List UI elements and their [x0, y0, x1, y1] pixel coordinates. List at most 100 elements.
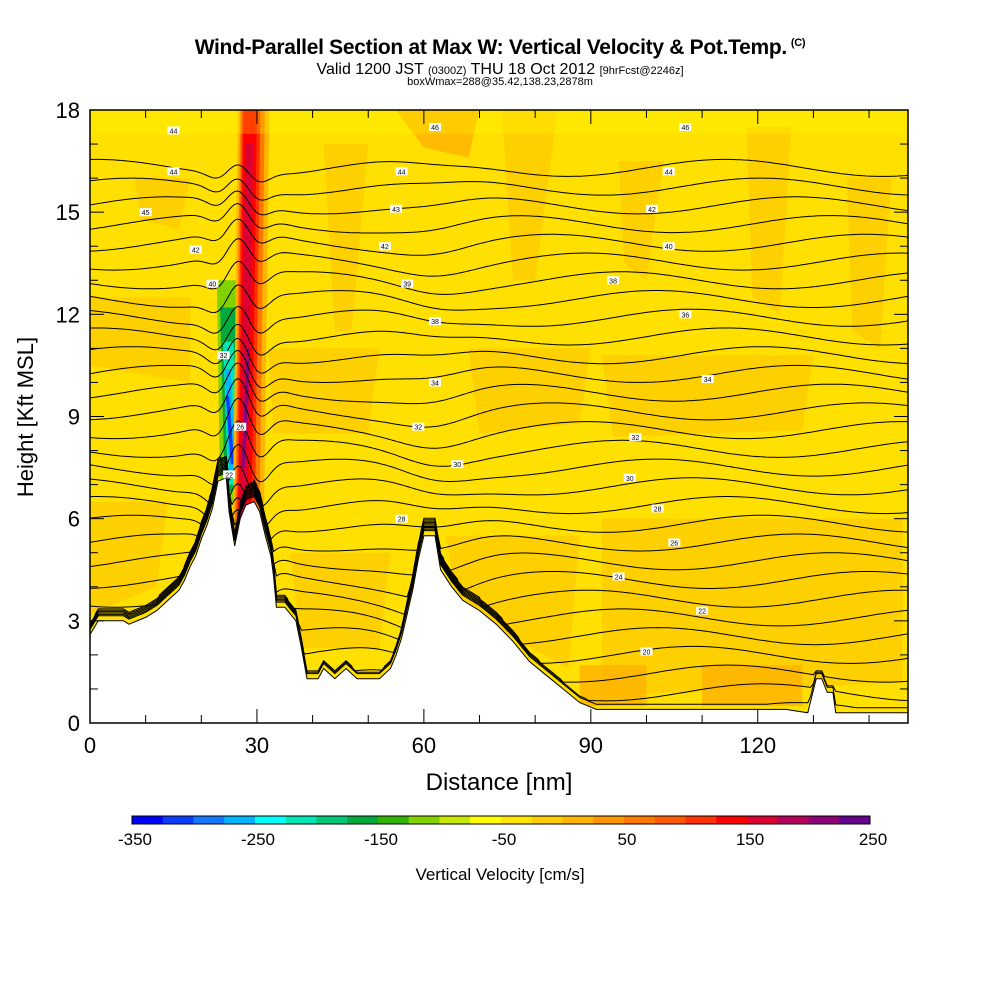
colorbar-swatch	[501, 816, 533, 824]
colorbar-swatch	[439, 816, 471, 824]
valid-prefix: Valid 1200 JST	[316, 61, 424, 78]
valid-time-line: Valid 1200 JST (0300Z) THU 18 Oct 2012 […	[0, 61, 1000, 79]
theta-label: 20	[643, 649, 651, 656]
colorbar-tick-label: -250	[241, 830, 275, 849]
colorbar-swatch	[562, 816, 594, 824]
theta-label: 40	[665, 244, 673, 251]
valid-date: THU 18 Oct 2012	[470, 61, 596, 78]
plot-area: 44 44 45 42 40 32 26 22 46 44 43 42 39 38 34 32 30 28 46 44…	[90, 110, 908, 723]
y-axis-label: Height [Kft MSL]	[13, 337, 38, 497]
theta-label-box	[679, 310, 692, 319]
velocity-patch	[90, 297, 191, 383]
theta-label-box	[223, 470, 236, 479]
theta-contour-line	[90, 323, 908, 356]
colorbar-tick-labels: -350 -250 -150 -50 50 150 250	[118, 830, 887, 849]
theta-contour-line	[90, 305, 908, 334]
velocity-patch	[579, 665, 647, 706]
velocity-patch	[290, 552, 391, 649]
theta-label-box	[206, 279, 219, 288]
colorbar-swatch	[839, 816, 871, 824]
theta-label: 46	[431, 125, 439, 132]
theta-label-box	[640, 647, 653, 656]
velocity-patch	[90, 110, 908, 134]
theta-label: 36	[682, 312, 690, 319]
colorbar-tick-label: -350	[118, 830, 152, 849]
theta-label: 45	[142, 210, 150, 217]
colorbar-swatch	[747, 816, 779, 824]
forecast-info: [9hrFcst@2246z]	[599, 65, 684, 77]
theta-label: 38	[609, 278, 617, 285]
theta-label-box	[612, 572, 625, 581]
colorbar-swatch	[531, 816, 563, 824]
colorbar-swatch	[224, 816, 256, 824]
theta-contour-line	[90, 443, 908, 485]
velocity-patch	[90, 501, 168, 615]
y-tick-label: 12	[56, 302, 80, 327]
colorbar-swatch	[193, 816, 225, 824]
theta-contour-line	[90, 218, 908, 256]
velocity-patch	[396, 110, 480, 158]
colorbar-swatch	[378, 816, 410, 824]
theta-label: 42	[381, 244, 389, 251]
theta-label: 42	[648, 207, 656, 214]
colorbar-swatch	[777, 816, 809, 824]
theta-contour-line	[90, 260, 908, 295]
valid-zulu: (0300Z)	[427, 65, 467, 77]
colorbar-swatch	[132, 816, 164, 824]
theta-label: 38	[431, 319, 439, 326]
theta-label: 24	[615, 575, 623, 582]
theta-label: 28	[654, 506, 662, 513]
theta-contour-line	[90, 284, 908, 314]
velocity-patch	[323, 144, 369, 332]
x-axis-label: Distance [nm]	[426, 769, 573, 796]
theta-label: 40	[209, 282, 217, 289]
theta-label-box	[646, 204, 659, 213]
velocity-patch	[468, 348, 591, 434]
colorbar-swatch	[285, 816, 317, 824]
chart-title-text: Wind-Parallel Section at Max W: Vertical…	[194, 36, 788, 59]
theta-label: 30	[453, 462, 461, 469]
theta-label: 43	[392, 207, 400, 214]
theta-contour-line	[90, 158, 908, 183]
x-tick-labels: 0 30 60 90 120	[84, 733, 776, 758]
theta-label-box	[651, 504, 664, 513]
y-tick-label: 3	[68, 609, 80, 634]
y-tick-label: 0	[68, 711, 80, 736]
theta-label-box	[429, 378, 442, 387]
velocity-patch	[702, 665, 803, 706]
velocity-patch	[618, 161, 664, 281]
colorbar-swatch	[716, 816, 748, 824]
theta-label: 32	[631, 435, 639, 442]
x-tick-label: 30	[245, 733, 269, 758]
theta-contour-line	[90, 349, 908, 389]
theta-label-box	[234, 422, 247, 431]
colorbar-swatch	[316, 816, 348, 824]
theta-label-box	[139, 208, 152, 217]
theta-label-box	[412, 422, 425, 431]
box-wmax-line: boxWmax=288@35.42,138.23,2878m	[407, 76, 593, 88]
theta-label: 22	[225, 472, 233, 479]
x-tick-label: 90	[579, 733, 603, 758]
theta-label-box	[189, 245, 202, 254]
theta-contour-line	[90, 455, 908, 507]
theta-contour-line	[90, 397, 908, 449]
downdraft-peak	[225, 396, 235, 465]
theta-label-box	[668, 538, 681, 547]
theta-contour-labels: 44 44 45 42 40 32 26 22 46 44 43 42 39 38 34 32 30 28 46 44…	[139, 123, 714, 656]
colorbar-tick-label: -150	[364, 830, 398, 849]
x-tick-label: 120	[739, 733, 776, 758]
velocity-patch	[601, 355, 814, 437]
copyright-mark: (C)	[790, 37, 806, 49]
x-tick-label: 60	[412, 733, 436, 758]
colorbar-label: Vertical Velocity [cm/s]	[415, 865, 584, 884]
theta-label-box	[701, 375, 714, 384]
theta-label-box	[429, 317, 442, 326]
velocity-patch	[501, 110, 558, 281]
velocity-patch	[446, 535, 580, 669]
colorbar	[131, 815, 871, 825]
theta-label: 32	[220, 353, 228, 360]
y-tick-label: 18	[56, 98, 80, 123]
x-tick-label: 0	[84, 733, 96, 758]
theta-label: 34	[431, 380, 439, 387]
